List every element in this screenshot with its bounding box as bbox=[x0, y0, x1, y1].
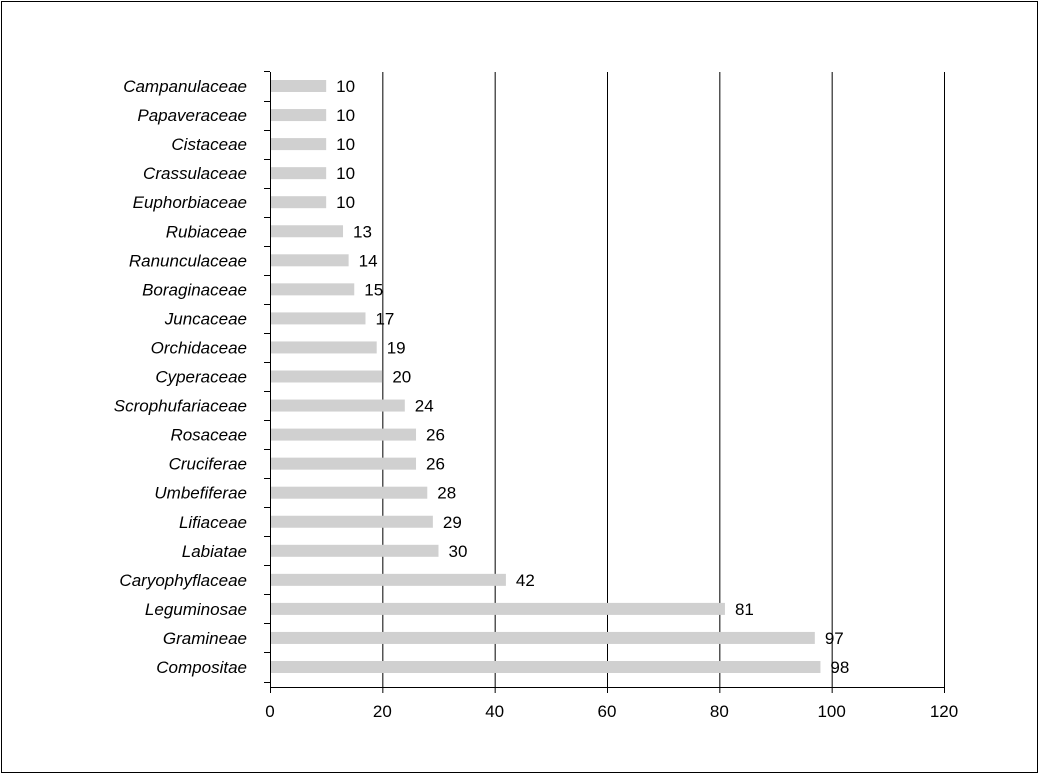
bar-leguminosae bbox=[271, 602, 725, 615]
category-label-cruciferae: Cruciferae bbox=[169, 455, 247, 474]
bar-umbefiferae bbox=[271, 486, 428, 499]
axes bbox=[264, 71, 945, 693]
category-label-orchidaceae: Orchidaceae bbox=[151, 338, 247, 357]
category-label-crassulaceae: Crassulaceae bbox=[143, 164, 247, 183]
category-label-cistaceae: Cistaceae bbox=[171, 135, 247, 154]
x-tick-labels: 0 20 40 60 80 100 120 bbox=[265, 702, 958, 721]
value-label-compositae: 98 bbox=[830, 658, 849, 677]
value-label-juncaceae: 17 bbox=[375, 309, 394, 328]
category-label-scrophufariaceae: Scrophufariaceae bbox=[114, 397, 247, 416]
x-tick-label-120: 120 bbox=[930, 702, 958, 721]
bar-juncaceae bbox=[271, 312, 366, 325]
x-tick-label-60: 60 bbox=[598, 702, 617, 721]
x-tick-label-80: 80 bbox=[710, 702, 729, 721]
bars bbox=[271, 80, 821, 673]
bar-caryophyflaceae bbox=[271, 573, 506, 586]
category-labels: Campanulaceae Papaveraceae Cistaceae Crassu… bbox=[114, 77, 247, 677]
value-label-euphorbiaceae: 10 bbox=[336, 193, 355, 212]
category-label-gramineae: Gramineae bbox=[163, 629, 247, 648]
value-label-umbefiferae: 28 bbox=[437, 484, 456, 503]
bar-ranunculaceae bbox=[271, 254, 349, 267]
category-label-ranunculaceae: Ranunculaceae bbox=[129, 251, 247, 270]
bar-scrophufariaceae bbox=[271, 399, 405, 412]
category-label-umbefiferae: Umbefiferae bbox=[154, 484, 247, 503]
value-label-gramineae: 97 bbox=[825, 629, 844, 648]
value-label-campanulaceae: 10 bbox=[336, 77, 355, 96]
value-label-scrophufariaceae: 24 bbox=[415, 397, 434, 416]
x-tick-label-20: 20 bbox=[373, 702, 392, 721]
value-label-rosaceae: 26 bbox=[426, 426, 445, 445]
bar-crassulaceae bbox=[271, 167, 327, 180]
category-label-leguminosae: Leguminosae bbox=[145, 600, 247, 619]
category-label-rubiaceae: Rubiaceae bbox=[166, 222, 247, 241]
bar-boraginaceae bbox=[271, 283, 355, 296]
value-label-orchidaceae: 19 bbox=[387, 338, 406, 357]
value-label-cyperaceae: 20 bbox=[392, 368, 411, 387]
bar-papaveraceae bbox=[271, 109, 327, 122]
category-label-rosaceae: Rosaceae bbox=[170, 426, 247, 445]
value-label-cruciferae: 26 bbox=[426, 455, 445, 474]
value-label-boraginaceae: 15 bbox=[364, 280, 383, 299]
bar-rubiaceae bbox=[271, 225, 344, 238]
bar-euphorbiaceae bbox=[271, 196, 327, 209]
bar-cistaceae bbox=[271, 138, 327, 151]
category-label-compositae: Compositae bbox=[156, 658, 247, 677]
category-label-campanulaceae: Campanulaceae bbox=[123, 77, 247, 96]
category-label-juncaceae: Juncaceae bbox=[164, 309, 247, 328]
x-tick-label-40: 40 bbox=[485, 702, 504, 721]
bar-lifiaceae bbox=[271, 515, 433, 528]
value-label-lifiaceae: 29 bbox=[443, 513, 462, 532]
bar-rosaceae bbox=[271, 428, 417, 441]
x-tick-label-0: 0 bbox=[265, 702, 274, 721]
category-label-papaveraceae: Papaveraceae bbox=[137, 106, 247, 125]
value-label-cistaceae: 10 bbox=[336, 135, 355, 154]
bar-campanulaceae bbox=[271, 80, 327, 92]
bar-labiatae bbox=[271, 544, 439, 557]
value-label-crassulaceae: 10 bbox=[336, 164, 355, 183]
value-label-caryophyflaceae: 42 bbox=[516, 571, 535, 590]
value-label-ranunculaceae: 14 bbox=[359, 251, 378, 270]
bar-cyperaceae bbox=[271, 370, 383, 383]
value-label-rubiaceae: 13 bbox=[353, 222, 372, 241]
x-tick-label-100: 100 bbox=[817, 702, 845, 721]
category-label-labiatae: Labiatae bbox=[182, 542, 247, 561]
gridlines bbox=[382, 72, 945, 687]
category-label-boraginaceae: Boraginaceae bbox=[142, 280, 247, 299]
value-label-papaveraceae: 10 bbox=[336, 106, 355, 125]
bar-orchidaceae bbox=[271, 341, 377, 354]
bar-gramineae bbox=[271, 631, 815, 644]
category-label-cyperaceae: Cyperaceae bbox=[155, 368, 247, 387]
category-label-euphorbiaceae: Euphorbiaceae bbox=[133, 193, 247, 212]
bar-cruciferae bbox=[271, 457, 417, 470]
category-label-caryophyflaceae: Caryophyflaceae bbox=[119, 571, 247, 590]
bar-compositae bbox=[271, 661, 821, 673]
value-label-labiatae: 30 bbox=[449, 542, 468, 561]
category-label-lifiaceae: Lifiaceae bbox=[179, 513, 247, 532]
value-label-leguminosae: 81 bbox=[735, 600, 754, 619]
